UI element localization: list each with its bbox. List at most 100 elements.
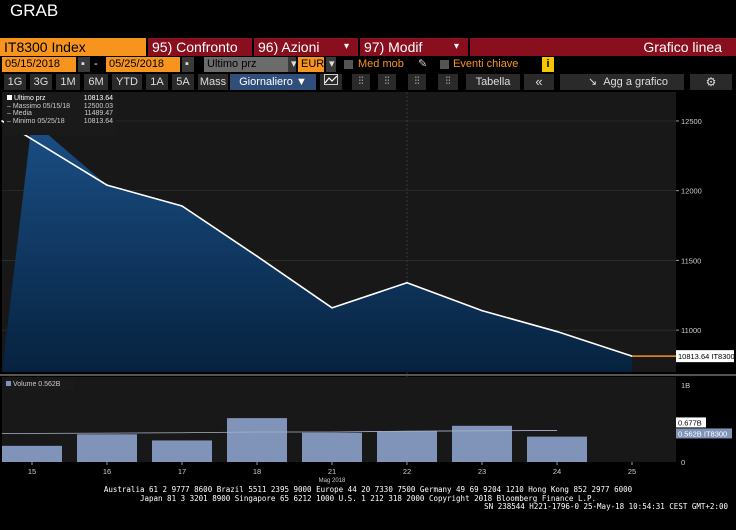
volume-y-axis: 1B 0 0.677B 0.562B IT8300	[676, 381, 732, 467]
calendar-icon[interactable]: ▪	[182, 57, 194, 72]
y-tick-label: 12000	[681, 187, 702, 196]
last-price-box	[676, 350, 734, 363]
pencil-icon[interactable]: ✎	[418, 58, 428, 70]
frequency-select[interactable]: Giornaliero ▼	[230, 74, 316, 90]
data-point	[106, 184, 108, 186]
period-1y[interactable]: 1A	[146, 74, 168, 90]
period-1m[interactable]: 1M	[56, 74, 80, 90]
chart-area: 12500 12000 11500 11000 10813.64 IT8300 1B 0 0…	[0, 92, 736, 484]
period-6m[interactable]: 6M	[84, 74, 108, 90]
last-price-label: 10813.64 IT8300	[678, 352, 735, 361]
volume-last-box	[676, 428, 732, 439]
x-axis: 15 16 17 18 21 22 23 24 25 Mag 2018	[28, 462, 636, 484]
calendar-icon[interactable]: ▪	[78, 57, 90, 72]
modify-caret-icon[interactable]: ▾	[450, 38, 468, 56]
collapse-button[interactable]: «	[524, 74, 554, 90]
arrow-icon: ↘	[587, 76, 598, 88]
key-events-checkbox[interactable]	[440, 60, 449, 69]
x-tick-label: 25	[628, 467, 636, 476]
bar-tool-icon[interactable]: ⫶⫶	[352, 74, 370, 90]
volume-last-label: 0.562B IT8300	[678, 429, 727, 438]
add-to-chart-button[interactable]: ↘ Agg a grafico	[560, 74, 684, 90]
data-point	[481, 309, 483, 312]
period-3d[interactable]: 3G	[30, 74, 52, 90]
compare-button[interactable]: 95) Confronto	[148, 38, 252, 56]
footer: Australia 61 2 9777 8600 Brazil 5511 239…	[0, 485, 736, 512]
studies-tool-icon[interactable]: ⫶⫶	[438, 74, 458, 90]
legend-row: – Minimo 05/25/18 10813.64	[7, 117, 113, 125]
table-button[interactable]: Tabella	[466, 74, 520, 90]
x-tick-label: 17	[178, 467, 186, 476]
square-icon	[7, 95, 12, 100]
end-date-input[interactable]: 05/25/2018	[106, 57, 180, 72]
square-icon	[6, 381, 11, 386]
legend-row: Ultimo prz 10813.64	[7, 95, 113, 103]
volume-bar	[527, 436, 587, 462]
chart-type-label[interactable]: Grafico linea	[470, 38, 736, 56]
currency-select[interactable]: EUR	[298, 57, 324, 72]
data-point	[1, 120, 3, 122]
chart-legend: Ultimo prz 10813.64 – Massimo 05/15/18 1…	[4, 93, 116, 135]
start-date-input[interactable]: 05/15/2018	[2, 57, 76, 72]
modify-menu[interactable]: 97) Modif	[360, 38, 450, 56]
security-field[interactable]: IT8300 Index	[0, 38, 146, 56]
month-label: Mag 2018	[319, 478, 346, 484]
footer-line: SN 238544 H221-1796-0 25-May-18 10:54:31…	[484, 502, 728, 511]
period-5y[interactable]: 5A	[172, 74, 194, 90]
y-tick-label: 12500	[681, 117, 702, 126]
x-tick-label: 22	[403, 467, 411, 476]
data-point	[256, 255, 258, 258]
volume-bars	[1, 418, 587, 462]
volume-avg-box	[676, 417, 706, 428]
info-icon[interactable]: i	[542, 57, 554, 72]
actions-caret-icon[interactable]: ▾	[340, 38, 358, 56]
period-1d[interactable]: 1G	[4, 74, 26, 90]
y-tick-label: 11000	[681, 326, 701, 335]
x-tick-label: 24	[553, 467, 561, 476]
legend-row: – Media 11489.47	[7, 110, 113, 118]
price-area-fill	[2, 120, 632, 373]
volume-avg-label: 0.677B	[678, 418, 702, 427]
volume-bar	[377, 431, 437, 462]
volume-average-line	[1, 430, 558, 434]
volume-tick-label: 0	[681, 458, 685, 467]
area-fill	[2, 120, 632, 373]
chevron-down-icon[interactable]: ▾	[326, 57, 336, 72]
chevron-down-icon[interactable]: ▾	[288, 57, 297, 72]
legend-row: – Massimo 05/15/18 12500.03	[7, 102, 113, 110]
period-max[interactable]: Mass	[198, 74, 228, 90]
line-tool-icon[interactable]	[320, 74, 342, 90]
volume-tick-label: 1B	[681, 381, 690, 390]
data-point	[331, 307, 333, 309]
moving-avg-label: Med mob	[358, 58, 404, 70]
data-point	[181, 205, 183, 207]
moving-avg-checkbox[interactable]	[344, 60, 353, 69]
volume-bar	[77, 434, 137, 462]
window-title: GRAB	[10, 1, 59, 20]
x-tick-label: 18	[253, 467, 261, 476]
field-select[interactable]: Ultimo prz	[204, 57, 288, 72]
date-dash: -	[94, 58, 98, 70]
data-point	[406, 281, 408, 284]
gear-icon[interactable]: ⚙	[690, 74, 732, 90]
price-line	[1, 120, 676, 357]
volume-bar	[302, 432, 362, 462]
volume-bar	[152, 440, 212, 462]
volume-legend: Volume 0.562B	[4, 380, 74, 390]
volume-bar	[227, 418, 287, 462]
x-tick-label: 16	[103, 467, 111, 476]
candle-tool-icon[interactable]: ⫶⫶	[378, 74, 396, 90]
y-tick-label: 11500	[681, 256, 701, 265]
footer-line: Japan 81 3 3201 8900 Singapore 65 6212 1…	[139, 493, 597, 503]
x-tick-label: 15	[28, 467, 36, 476]
volume-bar	[2, 445, 62, 462]
period-ytd[interactable]: YTD	[112, 74, 142, 90]
add-to-chart-label: Agg a grafico	[603, 76, 669, 88]
footer-line: Australia 61 2 9777 8600 Brazil 5511 239…	[103, 485, 633, 494]
data-point	[556, 330, 558, 333]
ohlc-tool-icon[interactable]: ⫶⫶	[408, 74, 426, 90]
price-y-axis: 12500 12000 11500 11000 10813.64 IT8300	[676, 117, 735, 363]
key-events-label: Eventi chiave	[453, 58, 519, 70]
actions-menu[interactable]: 96) Azioni	[254, 38, 340, 56]
volume-bar	[452, 425, 512, 462]
